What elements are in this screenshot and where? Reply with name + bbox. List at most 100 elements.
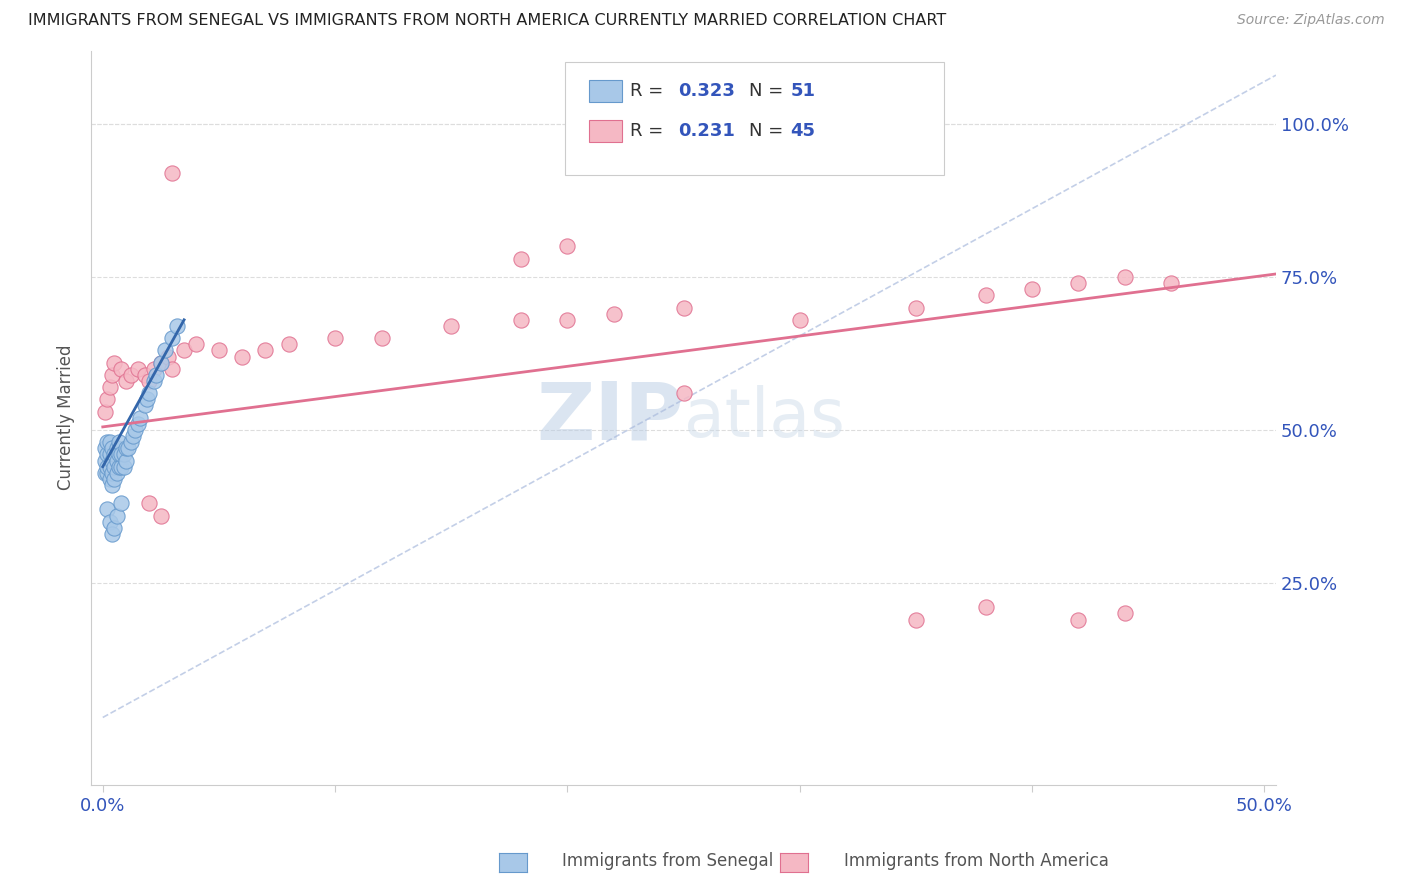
Point: [115, 374, 138, 388]
Point: [370, 331, 392, 345]
Point: [98, 459, 121, 474]
Point: [120, 435, 142, 450]
Point: [166, 318, 188, 333]
Point: [103, 472, 125, 486]
Point: [98, 447, 121, 461]
Point: [127, 417, 149, 431]
Text: Immigrants from Senegal: Immigrants from Senegal: [562, 852, 773, 870]
Point: [138, 374, 160, 388]
Point: [208, 343, 231, 358]
Point: [904, 301, 927, 315]
Point: [155, 343, 177, 358]
Point: [103, 356, 125, 370]
Point: [323, 331, 346, 345]
Point: [96, 447, 118, 461]
Point: [105, 453, 128, 467]
Point: [184, 337, 207, 351]
Text: Immigrants from North America: Immigrants from North America: [844, 852, 1108, 870]
Text: N =: N =: [749, 82, 789, 100]
Point: [134, 399, 156, 413]
Text: IMMIGRANTS FROM SENEGAL VS IMMIGRANTS FROM NORTH AMERICA CURRENTLY MARRIED CORRE: IMMIGRANTS FROM SENEGAL VS IMMIGRANTS FR…: [28, 13, 946, 29]
Point: [142, 361, 165, 376]
Point: [110, 496, 132, 510]
Point: [557, 313, 579, 327]
Text: N =: N =: [749, 122, 789, 140]
Text: 0.323: 0.323: [678, 82, 734, 100]
Point: [112, 447, 135, 461]
Point: [1114, 607, 1136, 621]
Bar: [589, 120, 621, 143]
Text: Source: ZipAtlas.com: Source: ZipAtlas.com: [1237, 13, 1385, 28]
Text: 51: 51: [790, 82, 815, 100]
Point: [904, 613, 927, 627]
Point: [94, 453, 117, 467]
Point: [96, 502, 118, 516]
Point: [98, 472, 121, 486]
Point: [108, 435, 131, 450]
Point: [101, 442, 124, 456]
Point: [115, 442, 138, 456]
Point: [557, 239, 579, 253]
Point: [101, 478, 124, 492]
Point: [510, 252, 533, 266]
Point: [156, 350, 179, 364]
FancyBboxPatch shape: [565, 62, 945, 176]
Y-axis label: Currently Married: Currently Married: [58, 345, 75, 491]
Point: [173, 343, 195, 358]
Point: [974, 600, 997, 615]
Point: [115, 453, 138, 467]
Point: [98, 380, 121, 394]
Text: R =: R =: [630, 82, 669, 100]
Point: [974, 288, 997, 302]
Point: [672, 386, 695, 401]
Point: [1067, 276, 1090, 290]
Point: [1021, 282, 1043, 296]
Text: 0.231: 0.231: [678, 122, 734, 140]
Point: [112, 459, 135, 474]
Point: [122, 429, 145, 443]
Point: [103, 459, 125, 474]
Point: [98, 515, 121, 529]
Point: [254, 343, 277, 358]
Point: [110, 459, 132, 474]
Point: [145, 368, 167, 382]
Point: [94, 442, 117, 456]
Point: [98, 435, 121, 450]
Point: [117, 442, 139, 456]
Text: 45: 45: [790, 122, 815, 140]
Point: [134, 368, 156, 382]
Point: [127, 361, 149, 376]
Point: [110, 447, 132, 461]
Text: atlas: atlas: [683, 384, 845, 450]
Point: [440, 318, 463, 333]
Point: [101, 368, 124, 382]
Point: [96, 435, 118, 450]
Point: [96, 466, 118, 480]
Point: [149, 356, 172, 370]
Point: [110, 361, 132, 376]
Point: [162, 331, 184, 345]
Point: [129, 410, 152, 425]
Point: [789, 313, 811, 327]
Point: [138, 496, 160, 510]
Bar: [589, 80, 621, 102]
Point: [105, 508, 128, 523]
Point: [94, 404, 117, 418]
Point: [96, 392, 118, 407]
Point: [94, 466, 117, 480]
Point: [142, 374, 165, 388]
Point: [105, 442, 128, 456]
Point: [603, 307, 626, 321]
Point: [108, 447, 131, 461]
Point: [103, 447, 125, 461]
Point: [1160, 276, 1182, 290]
Point: [162, 166, 184, 180]
Point: [1114, 270, 1136, 285]
Point: [672, 301, 695, 315]
Point: [277, 337, 299, 351]
Text: R =: R =: [630, 122, 669, 140]
Point: [108, 459, 131, 474]
Point: [149, 508, 172, 523]
Text: ZIP: ZIP: [536, 379, 683, 457]
Point: [101, 527, 124, 541]
